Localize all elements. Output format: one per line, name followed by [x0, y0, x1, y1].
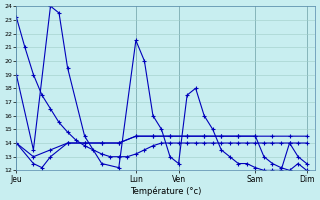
- X-axis label: Température (°c): Température (°c): [130, 186, 201, 196]
